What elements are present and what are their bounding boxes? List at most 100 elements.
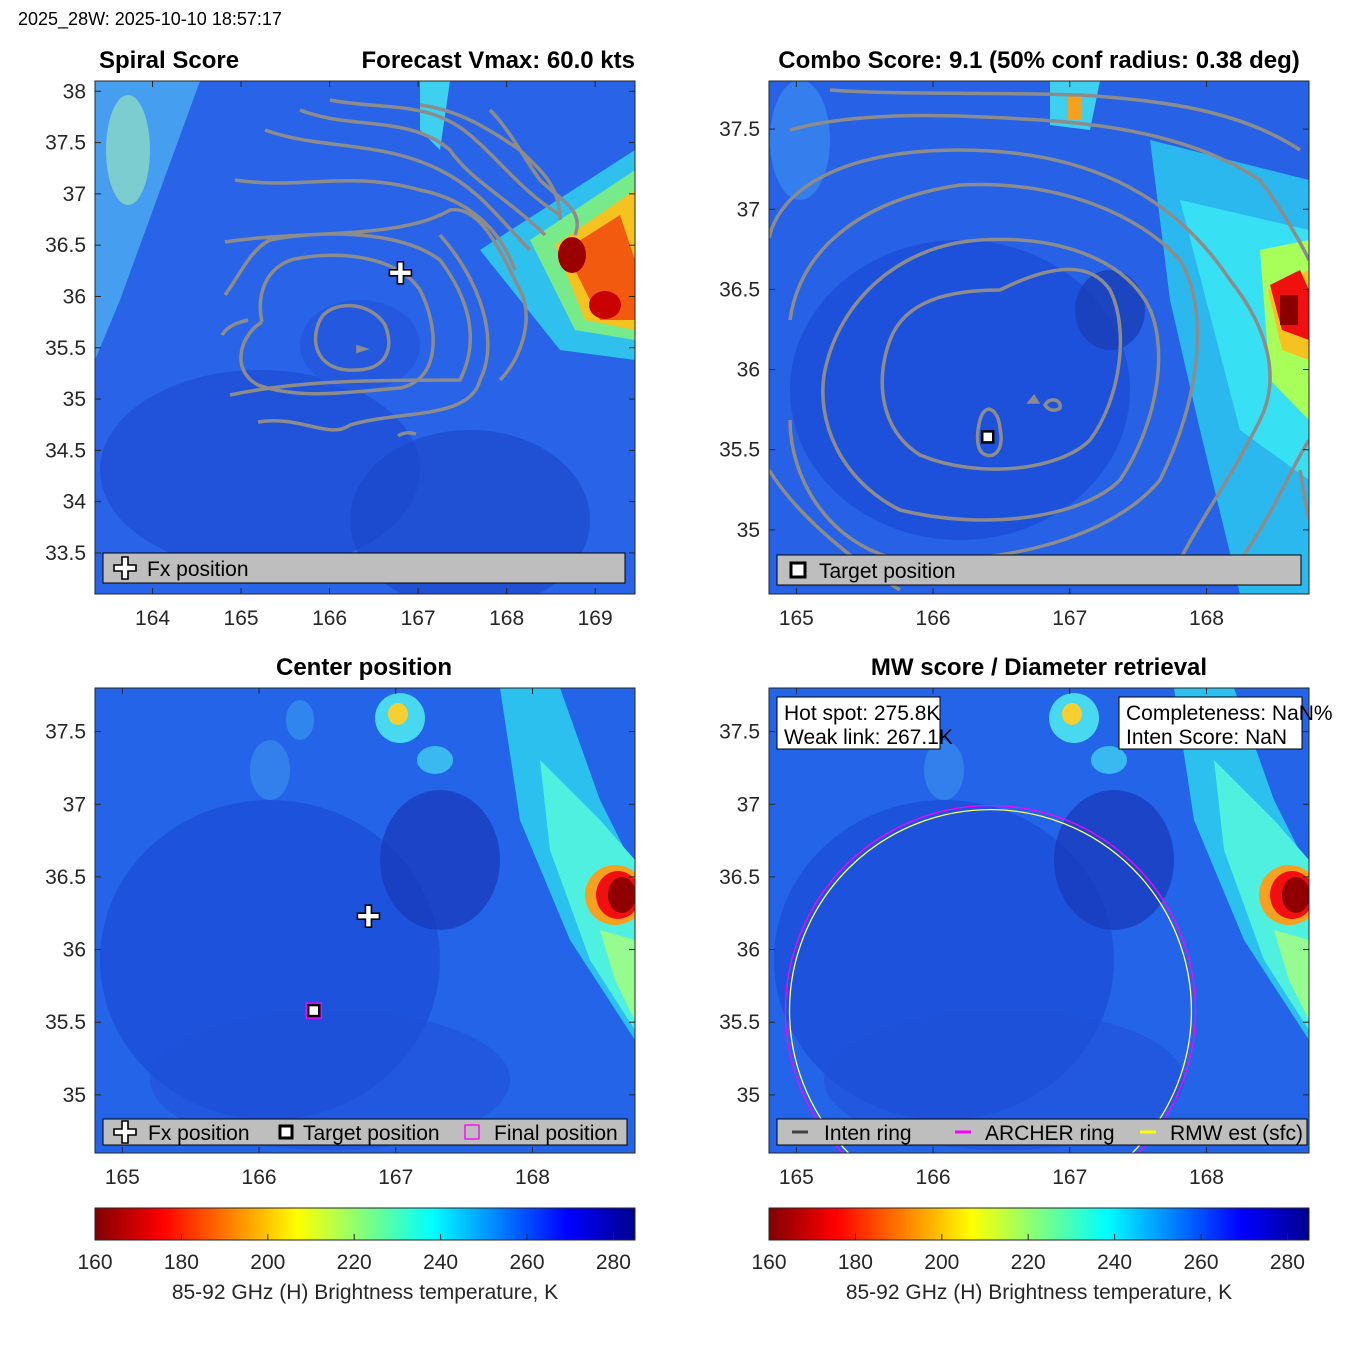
x-tick-label: 165 — [779, 1166, 814, 1189]
combo-legend: Target position — [776, 554, 1302, 586]
y-tick-label: 35.5 — [45, 337, 86, 360]
y-tick-label: 36.5 — [45, 866, 86, 889]
colorbar-tick-label: 200 — [250, 1251, 285, 1274]
spiral-contours — [220, 98, 579, 438]
center-target-marker — [306, 1003, 321, 1018]
colorbar-tick-label: 160 — [751, 1251, 786, 1274]
weak-link-value: Weak link: 267.1K — [784, 726, 953, 749]
colorbar-tick-label: 280 — [1270, 1251, 1305, 1274]
panel-mw-score: MW score / Diameter retrieval — [719, 654, 1333, 1189]
mw-legend-archer-label: ARCHER ring — [985, 1122, 1115, 1145]
center-y-axis: 35 35.5 36 36.5 37 37.5 — [45, 721, 635, 1107]
center-legend: Fx position Target position Final positi… — [102, 1118, 628, 1146]
panel-combo-score: Combo Score: 9.1 (50% conf radius: 0.38 … — [719, 47, 1310, 630]
y-tick-label: 37 — [63, 793, 86, 816]
mw-legend-inten-label: Inten ring — [824, 1122, 912, 1145]
colorbar-tick-label: 240 — [423, 1251, 458, 1274]
legend-target-position-icon — [278, 1124, 294, 1140]
mw-y-axis: 35 35.5 36 36.5 37 37.5 — [719, 721, 1309, 1107]
y-tick-label: 35 — [63, 1084, 86, 1107]
target-position-icon — [306, 1003, 321, 1018]
fx-position-icon — [388, 261, 413, 285]
y-tick-label: 35.5 — [719, 1011, 760, 1034]
y-tick-label: 36 — [737, 359, 760, 382]
legend-final-position-icon — [464, 1124, 480, 1140]
y-tick-label: 37 — [737, 793, 760, 816]
y-tick-label: 35 — [737, 519, 760, 542]
combo-legend-target-label: Target position — [819, 560, 956, 583]
center-legend-final-label: Final position — [494, 1122, 618, 1145]
x-tick-label: 168 — [1189, 607, 1224, 630]
x-tick-label: 166 — [242, 1166, 277, 1189]
spiral-legend: Fx position — [102, 552, 626, 584]
y-tick-label: 38 — [63, 80, 86, 103]
colorbar-right: 160 180 200 220 240 260 280 85-92 GHz (H) Brig… — [751, 1207, 1310, 1304]
x-tick-label: 165 — [224, 607, 259, 630]
x-tick-label: 167 — [378, 1166, 413, 1189]
colorbar-tick-label: 220 — [1011, 1251, 1046, 1274]
spiral-title: Spiral Score — [99, 47, 239, 74]
spiral-heatmap — [95, 81, 635, 594]
combo-title: Combo Score: 9.1 (50% conf radius: 0.38 … — [778, 47, 1299, 74]
combo-x-axis: 165 166 167 168 — [779, 81, 1224, 630]
y-tick-label: 35 — [63, 388, 86, 411]
spiral-y-axis: 33.5 34 34.5 35 35.5 36 36.5 37 37.5 38 — [45, 80, 635, 565]
spiral-fx-marker — [388, 261, 413, 285]
colorbar-tick-label: 260 — [1183, 1251, 1218, 1274]
y-tick-label: 34 — [63, 491, 87, 514]
mw-legend: Inten ring ARCHER ring RMW est (sfc) — [776, 1118, 1308, 1146]
legend-target-position-icon — [789, 561, 807, 579]
combo-target-marker — [980, 430, 995, 444]
mw-title: MW score / Diameter retrieval — [871, 654, 1207, 681]
center-legend-fx-label: Fx position — [148, 1122, 250, 1145]
x-tick-label: 167 — [401, 607, 436, 630]
x-tick-label: 164 — [135, 607, 170, 630]
x-tick-label: 165 — [779, 607, 814, 630]
colorbar-right-label: 85-92 GHz (H) Brightness temperature, K — [846, 1281, 1232, 1304]
hot-spot-value: Hot spot: 275.8K — [784, 702, 940, 725]
colorbar-tick-label: 260 — [509, 1251, 544, 1274]
y-tick-label: 33.5 — [45, 542, 86, 565]
x-tick-label: 168 — [515, 1166, 550, 1189]
combo-heatmap — [769, 81, 1309, 594]
inten-score-value: Inten Score: NaN — [1126, 726, 1287, 749]
center-legend-target-label: Target position — [303, 1122, 440, 1145]
x-tick-label: 166 — [312, 607, 347, 630]
y-tick-label: 34.5 — [45, 439, 86, 462]
y-tick-label: 35.5 — [719, 439, 760, 462]
mw-legend-rmw-label: RMW est (sfc) — [1170, 1122, 1303, 1145]
y-tick-label: 37 — [63, 183, 86, 206]
y-tick-label: 37.5 — [719, 721, 760, 744]
mw-x-axis: 165 166 167 168 — [779, 688, 1224, 1189]
mw-heatmap — [769, 688, 1309, 1153]
x-tick-label: 166 — [916, 607, 951, 630]
colorbar-left-ticks: 160 180 200 220 240 260 280 — [77, 1234, 631, 1274]
y-tick-label: 36.5 — [45, 234, 86, 257]
colorbar-left-label: 85-92 GHz (H) Brightness temperature, K — [172, 1281, 558, 1304]
legend-fx-position-icon — [113, 556, 137, 580]
completeness-value: Completeness: NaN% — [1126, 702, 1333, 725]
spiral-x-axis: 164 165 166 167 168 169 — [135, 81, 613, 630]
y-tick-label: 36 — [737, 939, 760, 962]
x-tick-label: 166 — [916, 1166, 951, 1189]
x-tick-label: 167 — [1052, 1166, 1087, 1189]
y-tick-label: 36 — [63, 939, 86, 962]
y-tick-label: 36 — [63, 285, 86, 308]
center-title: Center position — [276, 654, 452, 681]
legend-fx-position-icon — [113, 1120, 137, 1144]
colorbar-left: 160 180 200 220 240 260 280 85-92 GHz (H) Brig… — [77, 1207, 636, 1304]
x-tick-label: 168 — [489, 607, 524, 630]
archer-ring — [784, 804, 1197, 1153]
y-tick-label: 37.5 — [45, 721, 86, 744]
spiral-legend-fx-label: Fx position — [147, 558, 249, 581]
mw-info-left: Hot spot: 275.8K Weak link: 267.1K — [776, 696, 953, 750]
center-fx-marker — [356, 904, 381, 928]
combo-y-axis: 35 35.5 36 36.5 37 37.5 — [719, 118, 1309, 542]
combo-contours — [769, 88, 1309, 592]
x-tick-label: 169 — [578, 607, 613, 630]
colorbar-tick-label: 180 — [838, 1251, 873, 1274]
panel-center-position: Center position 165 166 167 168 — [45, 654, 636, 1189]
y-tick-label: 35.5 — [45, 1011, 86, 1034]
y-tick-label: 36.5 — [719, 866, 760, 889]
y-tick-label: 37.5 — [45, 132, 86, 155]
